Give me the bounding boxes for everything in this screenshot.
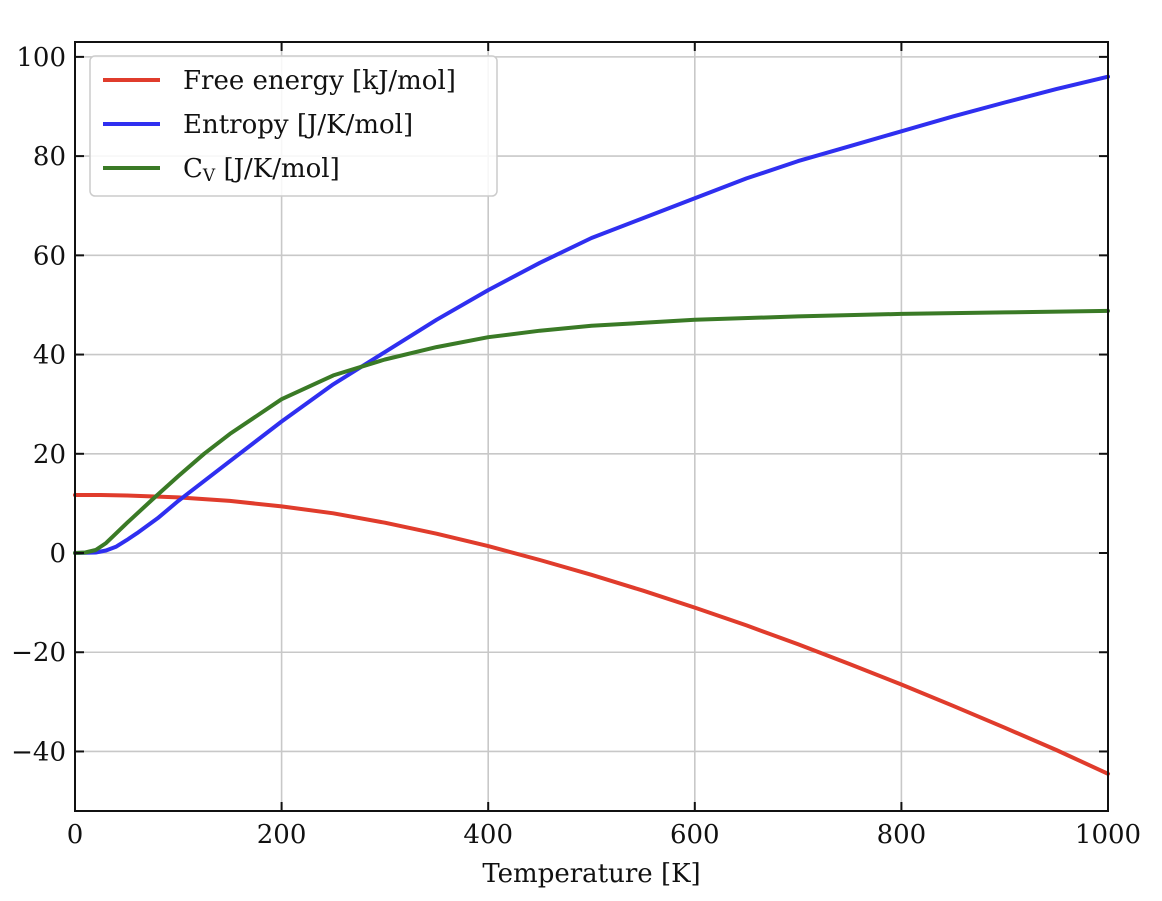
x-tick-label: 800: [877, 820, 927, 850]
legend-box: [89, 55, 498, 197]
series-line-2: [73, 308, 1110, 555]
axis-ticks: 0 200 400 600 800 1000 −40 −20 0 20 40 60 80 100: [11, 42, 1141, 850]
series-line-1: [73, 74, 1110, 555]
legend-label-2: CV [J/K/mol]: [183, 154, 340, 186]
legend: Free energy [kJ/mol] Entropy [J/K/mol] CV …: [89, 55, 498, 197]
y-tick-label: 60: [33, 241, 66, 271]
legend-label-1: Entropy [J/K/mol]: [183, 110, 413, 140]
y-tick-label: −20: [11, 638, 66, 668]
x-tick-label: 0: [67, 820, 84, 850]
legend-label-0: Free energy [kJ/mol]: [183, 66, 456, 96]
y-tick-label: 80: [33, 142, 66, 172]
x-tick-label: 200: [257, 820, 307, 850]
x-tick-label: 400: [463, 820, 513, 850]
series-line-0: [73, 493, 1110, 776]
y-tick-label: 0: [49, 539, 66, 569]
x-tick-label: 600: [670, 820, 720, 850]
y-tick-label: −40: [11, 737, 66, 767]
x-axis-label: Temperature [K]: [482, 859, 700, 889]
plot-area-series: [73, 74, 1110, 776]
plot-frame: [74, 41, 1109, 812]
y-tick-label: 100: [16, 43, 66, 73]
y-tick-label: 20: [33, 440, 66, 470]
x-tick-label: 1000: [1075, 820, 1141, 850]
y-tick-label: 40: [33, 341, 66, 371]
